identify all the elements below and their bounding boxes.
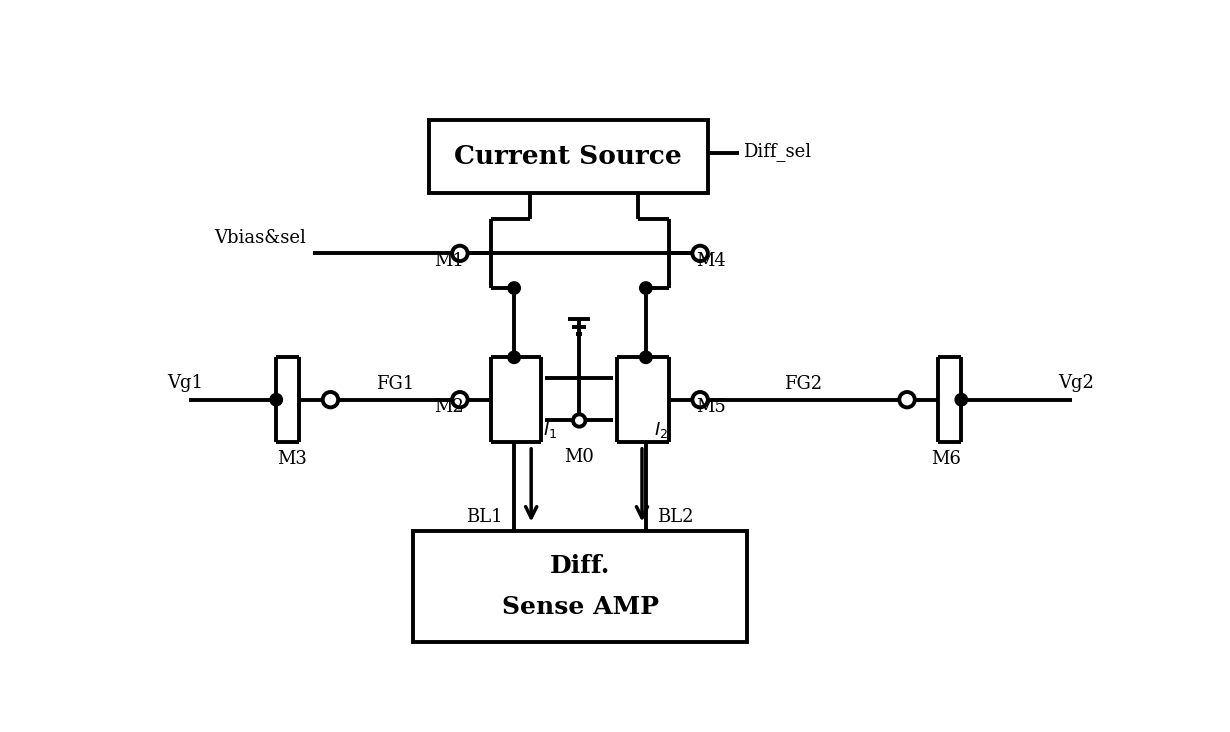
Circle shape (899, 392, 915, 408)
Circle shape (508, 351, 520, 364)
Circle shape (640, 351, 652, 364)
Circle shape (692, 392, 708, 408)
Text: BL2: BL2 (658, 508, 694, 526)
Text: FG2: FG2 (785, 376, 823, 393)
Text: $I_1$: $I_1$ (544, 420, 557, 441)
Text: M2: M2 (434, 398, 464, 417)
Bar (429, 120, 708, 193)
Text: M0: M0 (565, 449, 594, 466)
Text: M3: M3 (277, 450, 306, 468)
Circle shape (453, 246, 467, 261)
Circle shape (508, 282, 520, 294)
Text: BL1: BL1 (466, 508, 503, 526)
Text: M5: M5 (696, 398, 726, 417)
Circle shape (322, 392, 338, 408)
Text: Vg2: Vg2 (1058, 374, 1093, 392)
Text: M6: M6 (931, 450, 961, 468)
Text: Vg1: Vg1 (167, 374, 203, 392)
Circle shape (573, 414, 585, 427)
Circle shape (271, 394, 283, 406)
Circle shape (640, 282, 652, 294)
Text: Current Source: Current Source (455, 144, 683, 169)
Circle shape (453, 392, 467, 408)
Text: Diff_sel: Diff_sel (743, 142, 811, 161)
Text: Diff.
Sense AMP: Diff. Sense AMP (502, 554, 658, 619)
Bar (413, 531, 747, 642)
Text: M4: M4 (696, 252, 726, 270)
Text: $I_2$: $I_2$ (654, 420, 668, 441)
Circle shape (692, 246, 708, 261)
Text: FG1: FG1 (376, 376, 415, 393)
Text: Vbias&sel: Vbias&sel (214, 229, 306, 247)
Circle shape (956, 394, 968, 406)
Text: M1: M1 (434, 252, 464, 270)
